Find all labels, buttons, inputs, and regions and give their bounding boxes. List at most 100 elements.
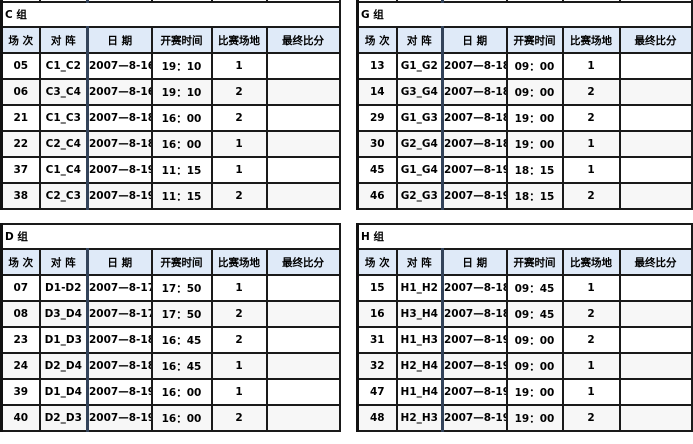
start-time: 16：00 xyxy=(150,130,213,158)
column-header: 对 阵 xyxy=(395,26,444,54)
final-score[interactable] xyxy=(618,104,693,132)
start-time: 18：15 xyxy=(505,182,564,210)
final-score[interactable] xyxy=(265,78,341,106)
venue: 2 xyxy=(210,404,268,432)
match-row: 05 C1_C2 2007—8-16 19：10 1 xyxy=(0,52,341,80)
start-time: 09：00 xyxy=(505,352,564,380)
final-score[interactable] xyxy=(618,300,693,328)
start-time: 16：45 xyxy=(150,326,213,354)
final-score[interactable] xyxy=(618,78,693,106)
start-time: 17：50 xyxy=(150,300,213,328)
match-number: 38 xyxy=(0,182,41,210)
match-row: 30 G2_G4 2007—8-18 19：00 1 xyxy=(356,130,693,158)
final-score[interactable] xyxy=(265,352,341,380)
start-time: 16：00 xyxy=(150,104,213,132)
match-date: 2007—8-19 xyxy=(441,378,508,406)
venue: 1 xyxy=(561,378,621,406)
matchup: H1_H3 xyxy=(395,326,444,354)
matchup: C1_C4 xyxy=(38,156,89,184)
venue: 1 xyxy=(561,156,621,184)
match-row: 06 C3_C4 2007—8-16 19：10 2 xyxy=(0,78,341,106)
match-number: 39 xyxy=(0,378,41,406)
venue: 1 xyxy=(210,156,268,184)
match-row: 08 D3_D4 2007—8-17 17：50 2 xyxy=(0,300,341,328)
column-header: 对 阵 xyxy=(38,248,89,276)
match-number: 29 xyxy=(356,104,398,132)
final-score[interactable] xyxy=(618,52,693,80)
matchup: D3_D4 xyxy=(38,300,89,328)
matchup: D1-D2 xyxy=(38,274,89,302)
final-score[interactable] xyxy=(618,352,693,380)
match-row: 07 D1-D2 2007—8-17 17：50 1 xyxy=(0,274,341,302)
final-score[interactable] xyxy=(265,274,341,302)
match-date: 2007—8-18 xyxy=(441,52,508,80)
match-date: 2007—8-18 xyxy=(86,326,153,354)
final-score[interactable] xyxy=(618,182,693,210)
start-time: 16：45 xyxy=(150,352,213,380)
column-header: 开赛时间 xyxy=(505,248,564,276)
match-date: 2007—8-18 xyxy=(441,300,508,328)
start-time: 09：45 xyxy=(505,300,564,328)
match-number: 21 xyxy=(0,104,41,132)
match-row: 23 D1_D3 2007—8-18 16：45 2 xyxy=(0,326,341,354)
match-number: 23 xyxy=(0,326,41,354)
group-title: D 组 xyxy=(0,223,341,250)
matchup: G1_G4 xyxy=(395,156,444,184)
venue: 1 xyxy=(210,52,268,80)
column-header: 开赛时间 xyxy=(150,248,213,276)
venue: 2 xyxy=(561,300,621,328)
match-date: 2007—8-18 xyxy=(441,130,508,158)
match-number: 32 xyxy=(356,352,398,380)
match-date: 2007—8-19 xyxy=(441,182,508,210)
match-row: 16 H3_H4 2007—8-18 09：45 2 xyxy=(356,300,693,328)
final-score[interactable] xyxy=(265,52,341,80)
final-score[interactable] xyxy=(618,156,693,184)
match-date: 2007—8-18 xyxy=(441,274,508,302)
final-score[interactable] xyxy=(265,104,341,132)
final-score[interactable] xyxy=(618,326,693,354)
venue: 1 xyxy=(210,130,268,158)
start-time: 18：15 xyxy=(505,156,564,184)
group-title: C 组 xyxy=(0,1,341,28)
venue: 2 xyxy=(210,300,268,328)
venue: 2 xyxy=(561,78,621,106)
match-number: 40 xyxy=(0,404,41,432)
final-score[interactable] xyxy=(618,274,693,302)
column-header: 对 阵 xyxy=(395,248,444,276)
match-row: 24 D2_D4 2007—8-18 16：45 1 xyxy=(0,352,341,380)
final-score[interactable] xyxy=(265,130,341,158)
match-date: 2007—8-17 xyxy=(86,274,153,302)
final-score[interactable] xyxy=(618,404,693,432)
final-score[interactable] xyxy=(265,156,341,184)
match-row: 45 G1_G4 2007—8-19 18：15 1 xyxy=(356,156,693,184)
match-row: 32 H2_H4 2007—8-19 09：00 1 xyxy=(356,352,693,380)
match-row: 31 H1_H3 2007—8-19 09：00 2 xyxy=(356,326,693,354)
final-score[interactable] xyxy=(265,182,341,210)
venue: 2 xyxy=(210,326,268,354)
column-header: 场 次 xyxy=(0,26,41,54)
group-title: G 组 xyxy=(356,1,693,28)
match-row: 37 C1_C4 2007—8-19 11：15 1 xyxy=(0,156,341,184)
venue: 1 xyxy=(210,352,268,380)
final-score[interactable] xyxy=(265,404,341,432)
final-score[interactable] xyxy=(265,300,341,328)
start-time: 09：00 xyxy=(505,326,564,354)
start-time: 09：45 xyxy=(505,274,564,302)
final-score[interactable] xyxy=(265,326,341,354)
column-header: 日 期 xyxy=(441,26,508,54)
match-number: 24 xyxy=(0,352,41,380)
match-row: 21 C1_C3 2007—8-18 16：00 2 xyxy=(0,104,341,132)
column-header: 比赛场地 xyxy=(210,248,268,276)
final-score[interactable] xyxy=(265,378,341,406)
column-header: 场 次 xyxy=(0,248,41,276)
final-score[interactable] xyxy=(618,378,693,406)
matchup: G1_G3 xyxy=(395,104,444,132)
match-date: 2007—8-18 xyxy=(86,130,153,158)
final-score[interactable] xyxy=(618,130,693,158)
match-date: 2007—8-19 xyxy=(86,182,153,210)
matchup: C1_C3 xyxy=(38,104,89,132)
match-row: 46 G2_G3 2007—8-19 18：15 2 xyxy=(356,182,693,210)
match-row: 29 G1_G3 2007—8-18 19：00 2 xyxy=(356,104,693,132)
start-time: 19：00 xyxy=(505,130,564,158)
column-header: 日 期 xyxy=(441,248,508,276)
